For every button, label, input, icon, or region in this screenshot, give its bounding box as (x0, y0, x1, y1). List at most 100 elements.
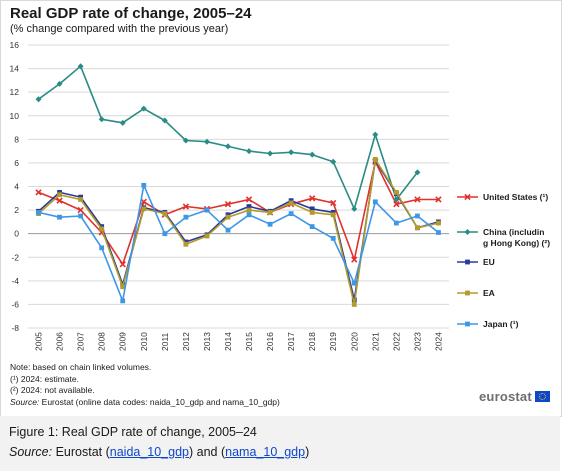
data-point (119, 261, 126, 268)
data-point (99, 245, 105, 251)
x-tick-label: 2017 (286, 332, 296, 351)
data-point (267, 210, 273, 215)
data-point (224, 143, 231, 150)
data-point (99, 226, 105, 232)
data-point (140, 105, 147, 112)
data-point (246, 148, 253, 155)
data-point (161, 117, 168, 124)
data-point (330, 158, 337, 165)
x-tick-label: 2008 (97, 332, 107, 351)
chart-notes: Note: based on chain linked volumes. (¹)… (10, 362, 280, 408)
data-point (225, 227, 231, 233)
caption-source-pre: Eurostat ( (52, 445, 110, 459)
y-tick-label: 14 (10, 64, 20, 74)
data-point (120, 298, 126, 304)
data-point (162, 211, 168, 217)
data-point (57, 214, 62, 220)
x-tick-label: 2010 (139, 332, 149, 351)
eu-flag-icon (534, 391, 550, 402)
data-point (246, 204, 252, 209)
data-point (435, 196, 442, 203)
x-tick-label: 2014 (223, 332, 233, 351)
y-tick-label: 2 (14, 205, 19, 215)
y-tick-label: 16 (10, 40, 20, 50)
x-tick-label: 2024 (433, 332, 443, 351)
legend-label: EU (483, 257, 495, 267)
note-not-available: (²) 2024: not available. (10, 385, 95, 395)
note-chain-linked: Note: based on chain linked volumes. (10, 362, 152, 372)
data-point (414, 169, 421, 176)
note-source-label: Source: (10, 396, 40, 407)
legend-label: g Hong Kong) (²) (483, 238, 550, 248)
figure-caption-title: Figure 1: Real GDP rate of change, 2005–… (9, 425, 257, 439)
caption-source-label: Source: (9, 445, 53, 459)
data-point (309, 224, 315, 229)
data-point (464, 229, 471, 235)
x-tick-label: 2015 (244, 332, 254, 351)
data-point (330, 212, 336, 218)
legend-label: Japan (¹) (483, 319, 519, 329)
y-tick-label: 0 (14, 229, 19, 239)
chart-title: Real GDP rate of change, 2005–24 (10, 5, 252, 22)
figure-caption-source: Source: Eurostat (naida_10_gdp) and (nam… (9, 445, 309, 459)
figure-caption: Figure 1: Real GDP rate of change, 2005–… (0, 416, 560, 471)
data-point (56, 80, 63, 87)
data-point (436, 230, 441, 235)
data-point (465, 259, 470, 265)
data-point (372, 156, 378, 162)
data-point (78, 197, 84, 202)
data-point (141, 182, 147, 188)
y-tick-label: -6 (11, 299, 19, 309)
data-point (35, 189, 42, 196)
x-tick-label: 2022 (391, 332, 401, 351)
data-point (330, 199, 337, 207)
note-source: Source: Eurostat (online data codes: nai… (10, 397, 280, 409)
chart-subtitle: (% change compared with the previous yea… (10, 23, 229, 35)
legend-label: China (includin (483, 227, 544, 237)
chart-card: Real GDP rate of change, 2005–24 (% chan… (0, 0, 562, 417)
x-tick-label: 2016 (265, 332, 275, 351)
data-point (288, 149, 295, 156)
data-point (393, 220, 399, 226)
data-point (267, 150, 274, 157)
y-tick-label: 6 (14, 158, 19, 168)
x-tick-label: 2005 (34, 332, 44, 351)
data-point (140, 198, 147, 205)
data-point (56, 197, 63, 204)
data-point (36, 210, 41, 215)
data-point (204, 207, 210, 213)
data-point (351, 205, 358, 212)
data-point (120, 284, 126, 290)
data-point (141, 206, 147, 212)
series-line (38, 65, 419, 210)
link-naida-10-gdp[interactable]: naida_10_gdp (109, 445, 190, 459)
x-tick-label: 2006 (55, 332, 65, 351)
data-point (182, 137, 189, 144)
data-point (288, 200, 294, 206)
x-tick-label: 2009 (118, 332, 128, 351)
x-tick-label: 2021 (370, 332, 380, 351)
caption-source-post: ) (305, 445, 310, 459)
data-point (465, 290, 470, 296)
data-point (246, 212, 252, 218)
line-chart: 16 14 12 10 8 6 4 2 0 -2 -4 -6 -8 2005 2006 2007 2008 200… (10, 40, 551, 351)
series-line (38, 184, 439, 302)
link-nama-10-gdp[interactable]: nama_10_gdp (225, 445, 306, 459)
data-point (436, 220, 441, 226)
x-tick-label: 2012 (181, 332, 191, 351)
data-point (98, 116, 105, 123)
y-tick-label: -8 (11, 323, 19, 333)
x-tick-label: 2020 (349, 332, 359, 351)
data-point (309, 195, 316, 202)
data-point (351, 256, 358, 263)
legend-label: EA (483, 288, 495, 298)
data-point (182, 203, 190, 210)
data-point (183, 241, 189, 247)
data-point (245, 196, 253, 203)
note-source-text: Eurostat (online data codes: naida_10_gd… (39, 396, 280, 407)
data-point (246, 207, 252, 213)
data-point (225, 214, 231, 220)
data-point (267, 221, 273, 227)
data-point (77, 63, 84, 70)
x-tick-label: 2013 (202, 332, 212, 351)
